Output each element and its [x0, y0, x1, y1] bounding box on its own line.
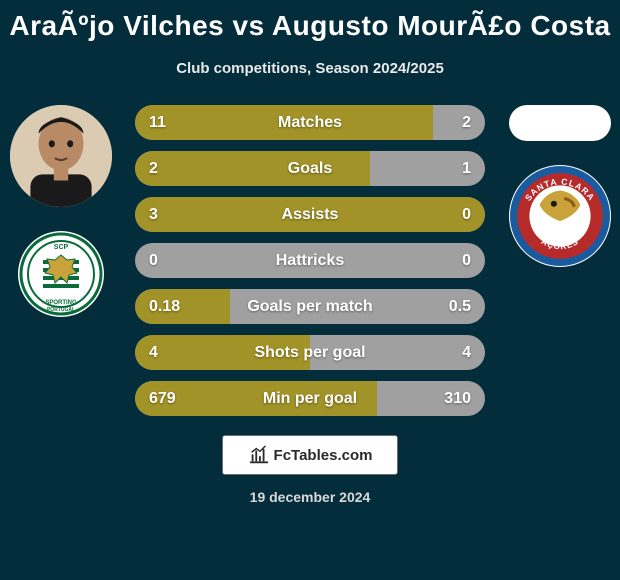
svg-text:SCP: SCP: [53, 244, 68, 251]
stat-label: Hattricks: [135, 243, 485, 278]
stat-row: 679Min per goal310: [135, 381, 485, 416]
stat-right-value: 2: [462, 105, 471, 140]
stat-row: 0.18Goals per match0.5: [135, 289, 485, 324]
stat-label: Goals: [135, 151, 485, 186]
stat-right-value: 4: [462, 335, 471, 370]
stat-row: 4Shots per goal4: [135, 335, 485, 370]
stat-right-value: 310: [444, 381, 471, 416]
stat-right-value: 1: [462, 151, 471, 186]
stat-label: Goals per match: [135, 289, 485, 324]
stat-label: Min per goal: [135, 381, 485, 416]
stat-label: Shots per goal: [135, 335, 485, 370]
stat-right-value: 0: [462, 243, 471, 278]
stat-row: 11Matches2: [135, 105, 485, 140]
stat-label: Matches: [135, 105, 485, 140]
source-badge: FcTables.com: [222, 435, 398, 475]
right-club-badge: SANTA CLARA AÇORES: [509, 165, 611, 267]
stats-list: 11Matches22Goals13Assists00Hattricks00.1…: [135, 105, 485, 416]
stat-label: Assists: [135, 197, 485, 232]
left-club-badge: SCP SPORTING PORTUGAL: [18, 231, 104, 317]
left-player-column: SCP SPORTING PORTUGAL: [8, 105, 113, 317]
left-player-avatar: [10, 105, 112, 207]
footer-date: 19 december 2024: [0, 489, 620, 505]
stat-row: 2Goals1: [135, 151, 485, 186]
stat-row: 3Assists0: [135, 197, 485, 232]
right-player-avatar-placeholder: [509, 105, 611, 141]
chart-icon: [248, 444, 270, 466]
stat-right-value: 0: [462, 197, 471, 232]
stat-row: 0Hattricks0: [135, 243, 485, 278]
source-label: FcTables.com: [274, 447, 373, 464]
subtitle: Club competitions, Season 2024/2025: [0, 60, 620, 77]
right-player-column: SANTA CLARA AÇORES: [507, 105, 612, 267]
svg-text:PORTUGAL: PORTUGAL: [46, 307, 74, 313]
stat-right-value: 0.5: [449, 289, 471, 324]
comparison-content: SCP SPORTING PORTUGAL SANTA CLARA: [0, 105, 620, 416]
svg-text:SPORTING: SPORTING: [45, 300, 77, 306]
page-title: AraÃºjo Vilches vs Augusto MourÃ£o Costa: [0, 0, 620, 42]
